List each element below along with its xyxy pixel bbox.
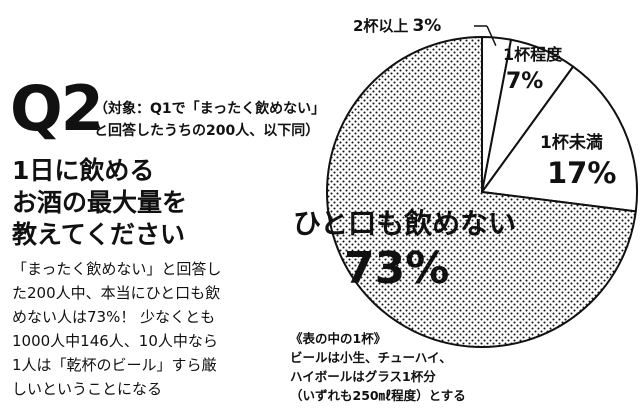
note-line-3: ハイボールはグラス1杯分 <box>290 369 436 384</box>
body-text-line-3: めない人は73%！ 少なくとも <box>12 308 216 326</box>
slice-value-hitokuchi: 73% <box>344 243 449 294</box>
slice-label-2hai-ijou: 2杯以上 3% <box>353 16 441 36</box>
slice-name-hitokuchi: ひと口も飲めない <box>293 207 516 240</box>
body-text-line-6: しいということになる <box>12 380 163 398</box>
question-text-line-3: 教えてください <box>12 220 186 249</box>
slice-name-1hai-teido: 1杯程度 <box>503 45 563 64</box>
slice-value-1hai-teido: 7% <box>506 69 543 94</box>
body-text-line-5: 1人は「乾杯のビール」すら厳 <box>12 356 217 374</box>
question-subject-line-2: と回答したうちの200人、以下同） <box>94 123 320 139</box>
question-number: Q2 <box>10 72 104 145</box>
question-subject-line-1: （対象：Q1で「まったく飲めない」 <box>94 101 326 117</box>
note-line-2: ビールは小生、チューハイ、 <box>290 350 452 365</box>
slice-name: 2杯以上 <box>353 17 408 35</box>
question-text-line-2: お酒の最大量を <box>12 188 188 217</box>
question-text-line-1: 1日に飲める <box>12 156 155 185</box>
note-title: 《表の中の1杯》 <box>290 331 387 346</box>
body-text-line-2: た200人中、本当にひと口も飲 <box>12 284 221 302</box>
slice-leader-line <box>486 25 497 46</box>
slice-name-1hai-miman: 1杯未満 <box>540 132 603 153</box>
slice-value-1hai-miman: 17% <box>547 156 616 190</box>
pie-slice-3 <box>481 65 638 213</box>
body-text-line-4: 1000人中146人、10人中なら <box>12 332 218 350</box>
note-line-4: （いずれも250㎖程度）とする <box>290 388 466 403</box>
body-text-line-1: 「まったく飲めない」と回答し <box>12 260 222 278</box>
slice-value: 3% <box>412 16 441 36</box>
pie-slice-4 <box>326 36 637 348</box>
